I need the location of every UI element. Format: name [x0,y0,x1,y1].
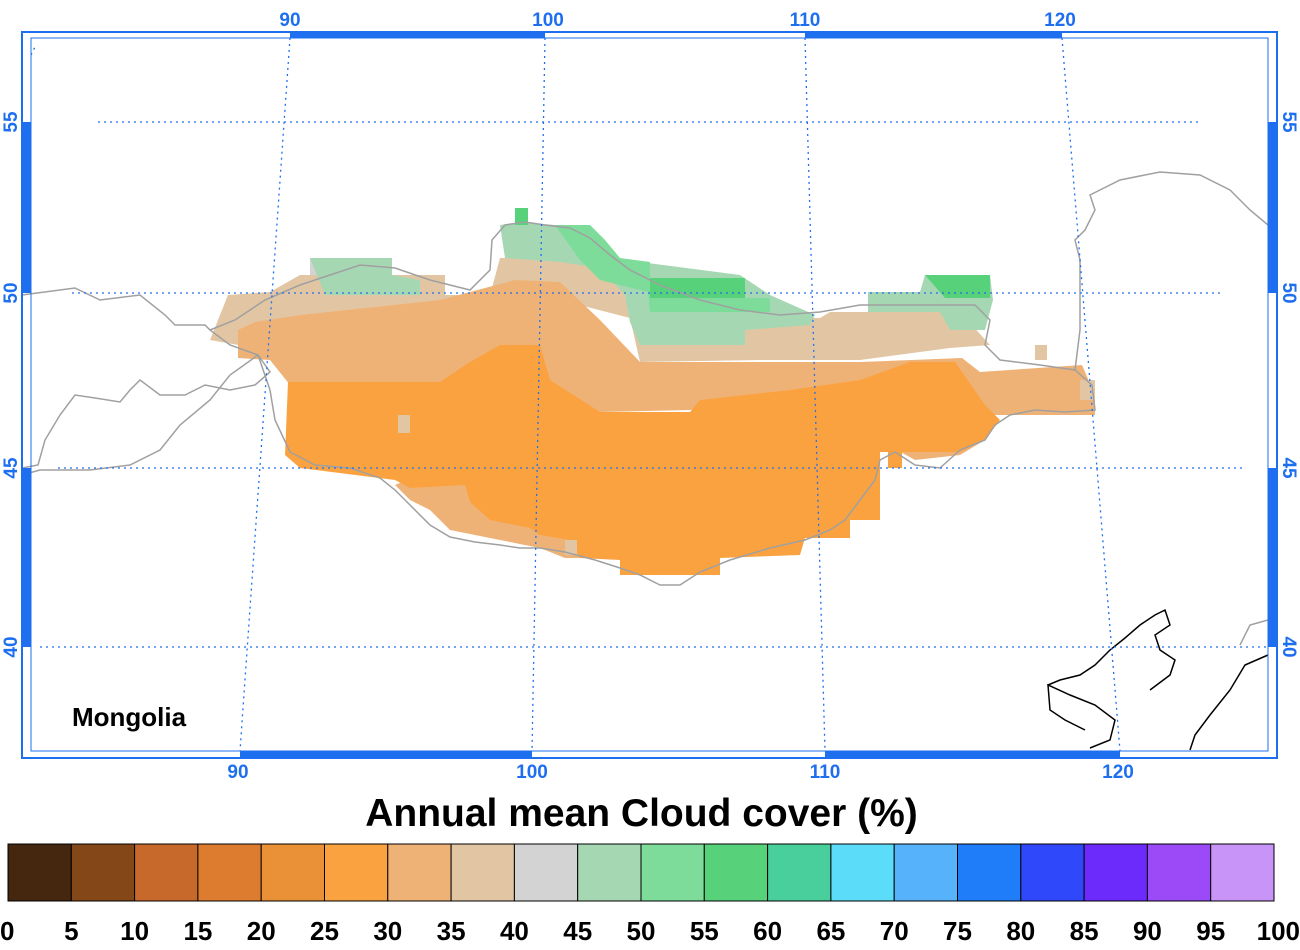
axis-bar-bottom [240,751,532,758]
lon-tick-label-top: 120 [1044,10,1076,31]
colorbar-box [387,843,452,902]
axis-bar-bottom [825,751,1120,758]
lon-tick-label-bottom: 110 [810,762,841,783]
colorbar-tick-label: 60 [753,916,782,946]
axis-bar-right [1268,122,1277,293]
cloud-cover-cell [925,275,990,298]
map-frame-outer [21,31,1278,759]
cloud-cover-cell [525,415,580,485]
lat-tick-label-left: 55 [1,111,22,133]
russia-border-east [1074,171,1269,371]
colorbar-tick-label: 45 [563,916,592,946]
colorbar-tick-label: 30 [373,916,402,946]
colorbar-box [577,843,642,902]
colorbar: 0 5 10 15 20 25 30 35 40 45 50 55 60 65 70 75 80 85 90 95 10… [0,843,1300,946]
axis-bars [22,32,1277,758]
cloud-cover-cell [565,540,577,555]
china-border-ne [1239,619,1269,646]
colorbar-tick-label: 5 [64,916,78,946]
cloud-cover-cell [310,258,420,295]
colorbar-tick-label: 20 [247,916,276,946]
meridian-line [30,44,37,56]
china-border-west [21,354,259,476]
cloud-cover-field [210,208,1095,575]
lon-tick-label-bottom: 120 [1102,762,1134,783]
map-panel: 90 90 100 100 110 110 120 120 55 55 50 50 45 45 40 40 M… [1,10,1299,783]
cloud-cover-cell [780,452,878,520]
region-label: Mongolia [72,702,187,732]
lat-tick-label-left: 50 [1,282,22,303]
cloud-cover-cell [285,345,1000,575]
meridian-line [239,37,291,752]
graticule [30,37,1268,752]
map-frame-inner [30,37,1269,752]
meridian-line [804,37,826,752]
colorbar-tick-label: 40 [500,916,529,946]
mongolia-border [208,221,1096,586]
lat-tick-label-right: 55 [1278,111,1299,133]
colorbar-box [767,843,832,902]
colorbar-box [7,843,72,902]
colorbar-tick-label: 75 [943,916,972,946]
lat-tick-label-right: 50 [1278,282,1299,303]
cloud-cover-cell [398,415,410,433]
colorbar-tick-label: 90 [1133,916,1162,946]
colorbar-box [830,843,895,902]
colorbar-tick-label: 80 [1006,916,1035,946]
lon-tick-label-bottom: 90 [227,762,248,783]
cloud-cover-cell [888,452,902,468]
colorbar-tick-label: 70 [880,916,909,946]
colorbar-box [450,843,515,902]
axis-bar-left [22,468,31,647]
lon-tick-label-top: 90 [279,10,300,31]
axis-bar-top [290,32,545,38]
chart-title: Annual mean Cloud cover (%) [365,792,918,835]
coastline [1047,608,1269,751]
colorbar-tick-label: 85 [1070,916,1099,946]
colorbar-tick-label: 55 [690,916,719,946]
colorbar-tick-label: 10 [120,916,149,946]
colorbar-tick-label: 35 [437,916,466,946]
colorbar-box [70,843,136,902]
colorbar-tick-label: 50 [627,916,656,946]
cloud-cover-cell [515,208,528,225]
colorbar-box [1146,843,1212,902]
meridian-line [531,37,546,752]
colorbar-tick-label: 15 [183,916,212,946]
axis-labels: 90 90 100 100 110 110 120 120 55 55 50 50 45 45 40 40 [1,10,1299,783]
cloud-cover-cell [1035,345,1047,360]
axis-bar-top [805,32,1062,38]
colorbar-box [197,843,262,902]
colorbar-box [513,843,579,902]
colorbar-tick-label: 25 [310,916,339,946]
colorbar-box [703,843,769,902]
colorbar-box [1210,843,1275,902]
lon-tick-label-top: 110 [790,10,821,31]
colorbar-tick-label: 65 [816,916,845,946]
colorbar-box [260,843,326,902]
colorbar-labels: 0 5 10 15 20 25 30 35 40 45 50 55 60 65 70 75 80 85 90 95 10… [0,916,1300,946]
lat-tick-label-left: 40 [1,636,22,657]
axis-bar-right [1268,468,1277,647]
cloud-cover-cell [650,278,745,298]
lat-tick-label-right: 40 [1278,636,1299,657]
colorbar-box [324,843,389,902]
colorbar-box [1083,843,1148,902]
lat-tick-label-right: 45 [1278,457,1299,479]
colorbar-tick-label: 100 [1257,916,1300,946]
lon-tick-label-top: 100 [532,10,564,31]
colorbar-box [957,843,1022,902]
colorbar-box [640,843,705,902]
colorbar-box [893,843,959,902]
colorbar-box [134,843,199,902]
colorbar-box [1020,843,1085,902]
lon-tick-label-bottom: 100 [516,762,548,783]
kazakhstan-border [21,287,272,469]
colorbar-tick-label: 0 [0,916,14,946]
bohai-coast [1047,608,1269,751]
lat-tick-label-left: 45 [1,457,22,479]
colorbar-tick-label: 95 [1196,916,1225,946]
axis-bar-left [22,122,31,293]
colorbar-boxes [7,843,1275,902]
